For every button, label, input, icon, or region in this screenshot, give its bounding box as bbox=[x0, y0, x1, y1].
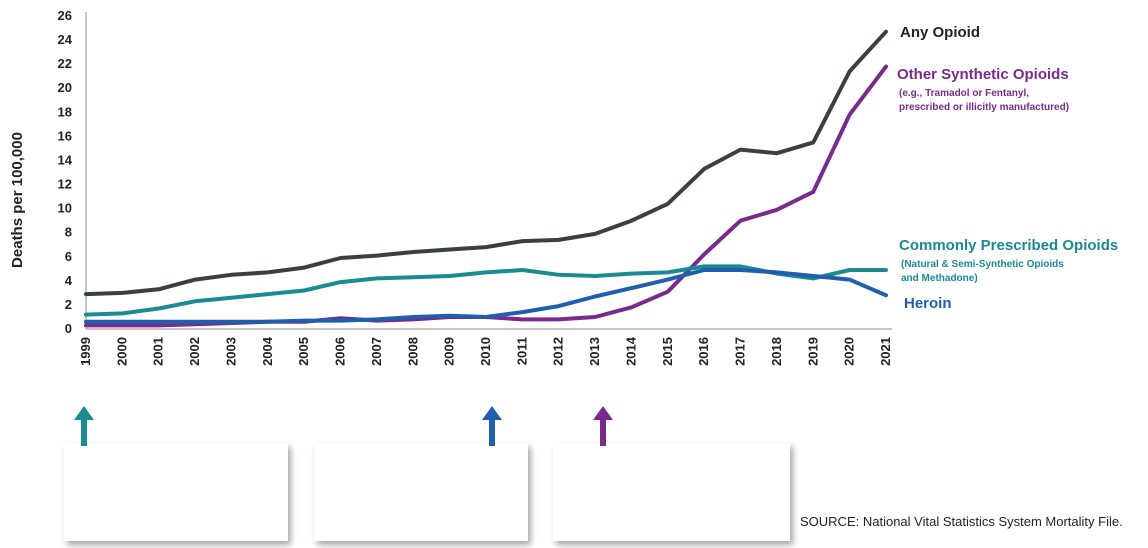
x-tick-label: 2017 bbox=[733, 337, 748, 366]
series-sublabel-3: and Methadone) bbox=[901, 273, 978, 284]
y-axis-label: Deaths per 100,000 bbox=[9, 132, 26, 268]
series-sublabel-2: prescribed or illicitly manufactured) bbox=[899, 102, 1069, 113]
y-tick-label: 0 bbox=[65, 321, 72, 336]
x-tick-label: 2010 bbox=[478, 337, 493, 366]
series-label-4: Heroin bbox=[904, 295, 952, 312]
series-label-3: Commonly Prescribed Opioids bbox=[899, 237, 1118, 254]
x-tick-label: 2011 bbox=[514, 337, 529, 365]
y-tick-label: 14 bbox=[58, 152, 73, 167]
x-tick-label: 2002 bbox=[187, 337, 202, 366]
y-tick-label: 4 bbox=[65, 273, 73, 288]
x-tick-label: 2000 bbox=[114, 337, 129, 366]
series-line-2 bbox=[84, 64, 888, 328]
series-line-1 bbox=[84, 29, 888, 297]
wave-2-box: Wave 2: Rise in Heroin Overdose Deaths S… bbox=[314, 443, 528, 541]
x-tick-label: 2015 bbox=[660, 337, 675, 366]
x-tick-label: 2014 bbox=[623, 336, 638, 366]
y-tick-label: 10 bbox=[58, 201, 72, 216]
x-tick-label: 1999 bbox=[78, 337, 93, 366]
y-tick-label: 26 bbox=[58, 8, 72, 23]
wave-2-label: Wave 2: Rise in Heroin Overdose Deaths S… bbox=[334, 461, 508, 523]
series-label-1: Any Opioid bbox=[900, 24, 980, 41]
series-line-4 bbox=[84, 268, 888, 324]
x-tick-label: 2007 bbox=[369, 337, 384, 366]
x-tick-label: 2008 bbox=[405, 337, 420, 366]
x-tick-label: 2009 bbox=[442, 337, 457, 366]
y-tick-label: 2 bbox=[65, 297, 72, 312]
x-tick-label: 2016 bbox=[696, 337, 711, 366]
wave-1-box: Wave 1: Rise in Prescription Opioid Over… bbox=[64, 443, 288, 541]
source-note: SOURCE: National Vital Statistics System… bbox=[800, 514, 1123, 529]
x-tick-label: 2004 bbox=[260, 336, 275, 366]
wave-1-arrow bbox=[74, 406, 94, 446]
x-tick-label: 2003 bbox=[223, 337, 238, 366]
x-tick-label: 2012 bbox=[551, 337, 566, 366]
series-sublabel-2: (e.g., Tramadol or Fentanyl, bbox=[899, 88, 1029, 99]
wave-3-arrow bbox=[593, 406, 613, 446]
x-tick-label: 2021 bbox=[878, 337, 893, 366]
y-tick-label: 12 bbox=[58, 177, 72, 192]
x-tick-label: 2013 bbox=[587, 337, 602, 366]
wave-3-label: Wave 3: Rise in Synthetic Opioid Overdos… bbox=[574, 461, 769, 523]
y-tick-label: 16 bbox=[58, 128, 72, 143]
x-tick-label: 2005 bbox=[296, 337, 311, 366]
x-tick-label: 2019 bbox=[805, 337, 820, 366]
x-tick-label: 2018 bbox=[769, 337, 784, 366]
wave-3-box: Wave 3: Rise in Synthetic Opioid Overdos… bbox=[553, 443, 790, 541]
x-tick-label: 2020 bbox=[842, 337, 857, 366]
x-tick-label: 2006 bbox=[333, 337, 348, 366]
y-tick-label: 20 bbox=[58, 80, 72, 95]
series-sublabel-3: (Natural & Semi-Synthetic Opioids bbox=[901, 259, 1064, 270]
x-tick-label: 2001 bbox=[151, 337, 166, 366]
y-tick-label: 24 bbox=[58, 32, 73, 47]
wave-2-arrow bbox=[482, 406, 502, 446]
wave-1-label: Wave 1: Rise in Prescription Opioid Over… bbox=[99, 451, 253, 533]
y-tick-label: 18 bbox=[58, 104, 72, 119]
y-tick-label: 22 bbox=[58, 56, 72, 71]
series-label-2: Other Synthetic Opioids bbox=[897, 66, 1069, 83]
y-tick-label: 8 bbox=[65, 225, 72, 240]
y-tick-label: 6 bbox=[65, 249, 72, 264]
